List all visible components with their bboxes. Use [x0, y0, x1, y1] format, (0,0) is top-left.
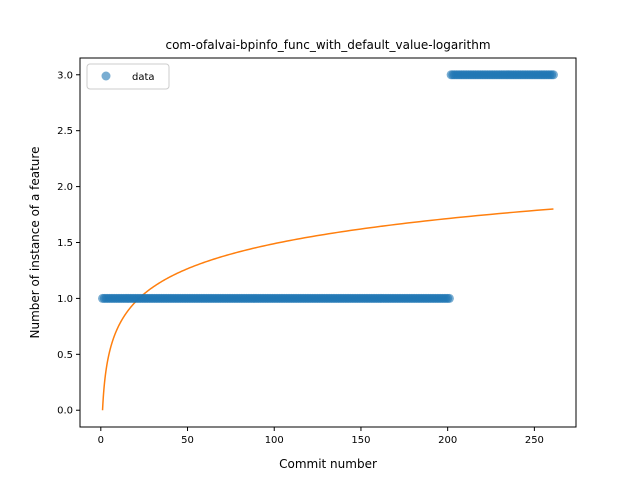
x-tick-label: 200	[438, 435, 457, 446]
x-tick-label: 100	[265, 435, 284, 446]
x-tick-label: 50	[181, 435, 194, 446]
y-tick-label: 2.0	[57, 182, 73, 193]
x-axis: 0 50 100 150 200 250	[98, 427, 544, 446]
chart-title: com-ofalvai-bpinfo_func_with_default_val…	[165, 38, 490, 52]
y-tick-label: 2.5	[57, 126, 73, 137]
data-point	[548, 70, 558, 80]
fit-line	[101, 208, 554, 411]
legend-marker-data	[101, 71, 111, 81]
legend-label-data: data	[132, 72, 155, 83]
legend: data	[86, 63, 170, 90]
y-tick-label: 0.5	[57, 350, 73, 361]
x-tick-label: 0	[98, 435, 104, 446]
x-tick-label: 150	[351, 435, 370, 446]
plot-marks	[98, 70, 558, 411]
y-tick-label: 1.5	[57, 238, 73, 249]
x-axis-title: Commit number	[279, 457, 377, 471]
y-axis: 0.0 0.5 1.0 1.5 2.0 2.5 3.0	[57, 70, 80, 417]
data-point	[444, 293, 454, 303]
legend-box	[86, 63, 170, 90]
x-tick-label: 250	[525, 435, 544, 446]
y-axis-title: Number of instance of a feature	[28, 147, 42, 339]
y-tick-label: 0.0	[57, 406, 73, 417]
y-tick-label: 3.0	[57, 70, 73, 81]
y-tick-label: 1.0	[57, 294, 73, 305]
